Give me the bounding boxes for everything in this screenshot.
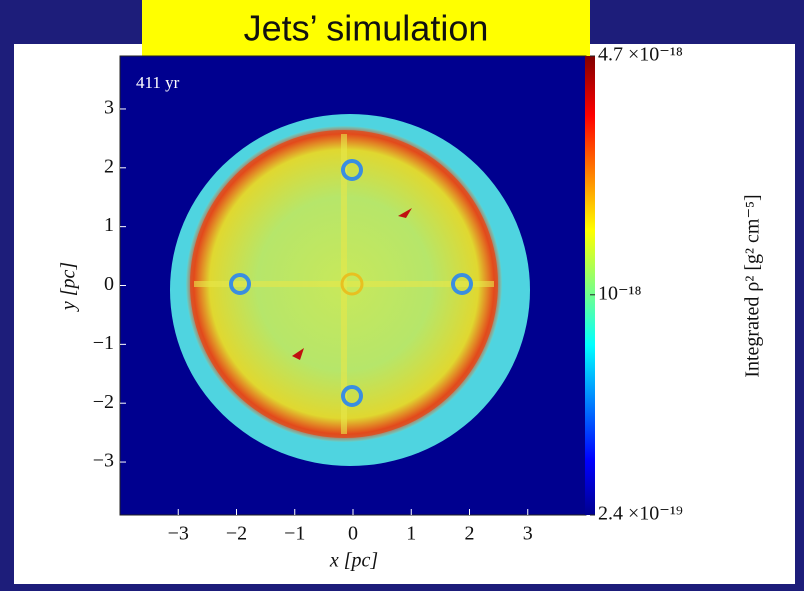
shock-ring [190,130,498,438]
colorbar-tick-label: 10⁻¹⁸ [598,282,642,304]
jet-spot [292,348,304,360]
x-tick-label: 2 [465,523,475,545]
y-tick-label: 1 [104,214,114,236]
y-tick-label: −1 [93,332,114,354]
y-tick-label: 2 [104,155,114,177]
y-tick-label: 0 [104,273,114,295]
x-tick-label: 3 [523,523,533,545]
colorbar-tick-label: 2.4 ×10⁻¹⁹ [598,503,683,525]
right-band [795,0,804,591]
bottom-band [0,584,804,591]
colorbar [585,56,595,515]
x-tick-label: 1 [406,523,416,545]
jet-source [340,272,364,296]
jet-head [341,159,363,181]
y-tick-label: −3 [93,450,114,472]
y-axis-label: y [pc] [58,262,80,312]
x-axis-label: x [pc] [329,550,378,572]
title-box [142,0,590,62]
y-tick-label: 3 [104,97,114,119]
time-label: 411 yr [136,73,180,92]
x-tick-label: 0 [348,523,358,545]
colorbar-label: Integrated ρ² [g² cm⁻⁵] [742,194,764,377]
x-tick-label: −3 [168,523,189,545]
x-tick-label: −2 [226,523,247,545]
slide-title: Jets’ simulation [244,8,489,49]
x-tick-label: −1 [284,523,305,545]
jet-head [229,273,251,295]
jet-head [451,273,473,295]
y-tick-label: −2 [93,391,114,413]
plot: 411 yr [119,55,587,516]
jet-head [341,385,363,407]
left-band [0,0,14,591]
jet-spot [398,208,412,218]
colorbar-tick-label: 4.7 ×10⁻¹⁸ [598,44,683,66]
